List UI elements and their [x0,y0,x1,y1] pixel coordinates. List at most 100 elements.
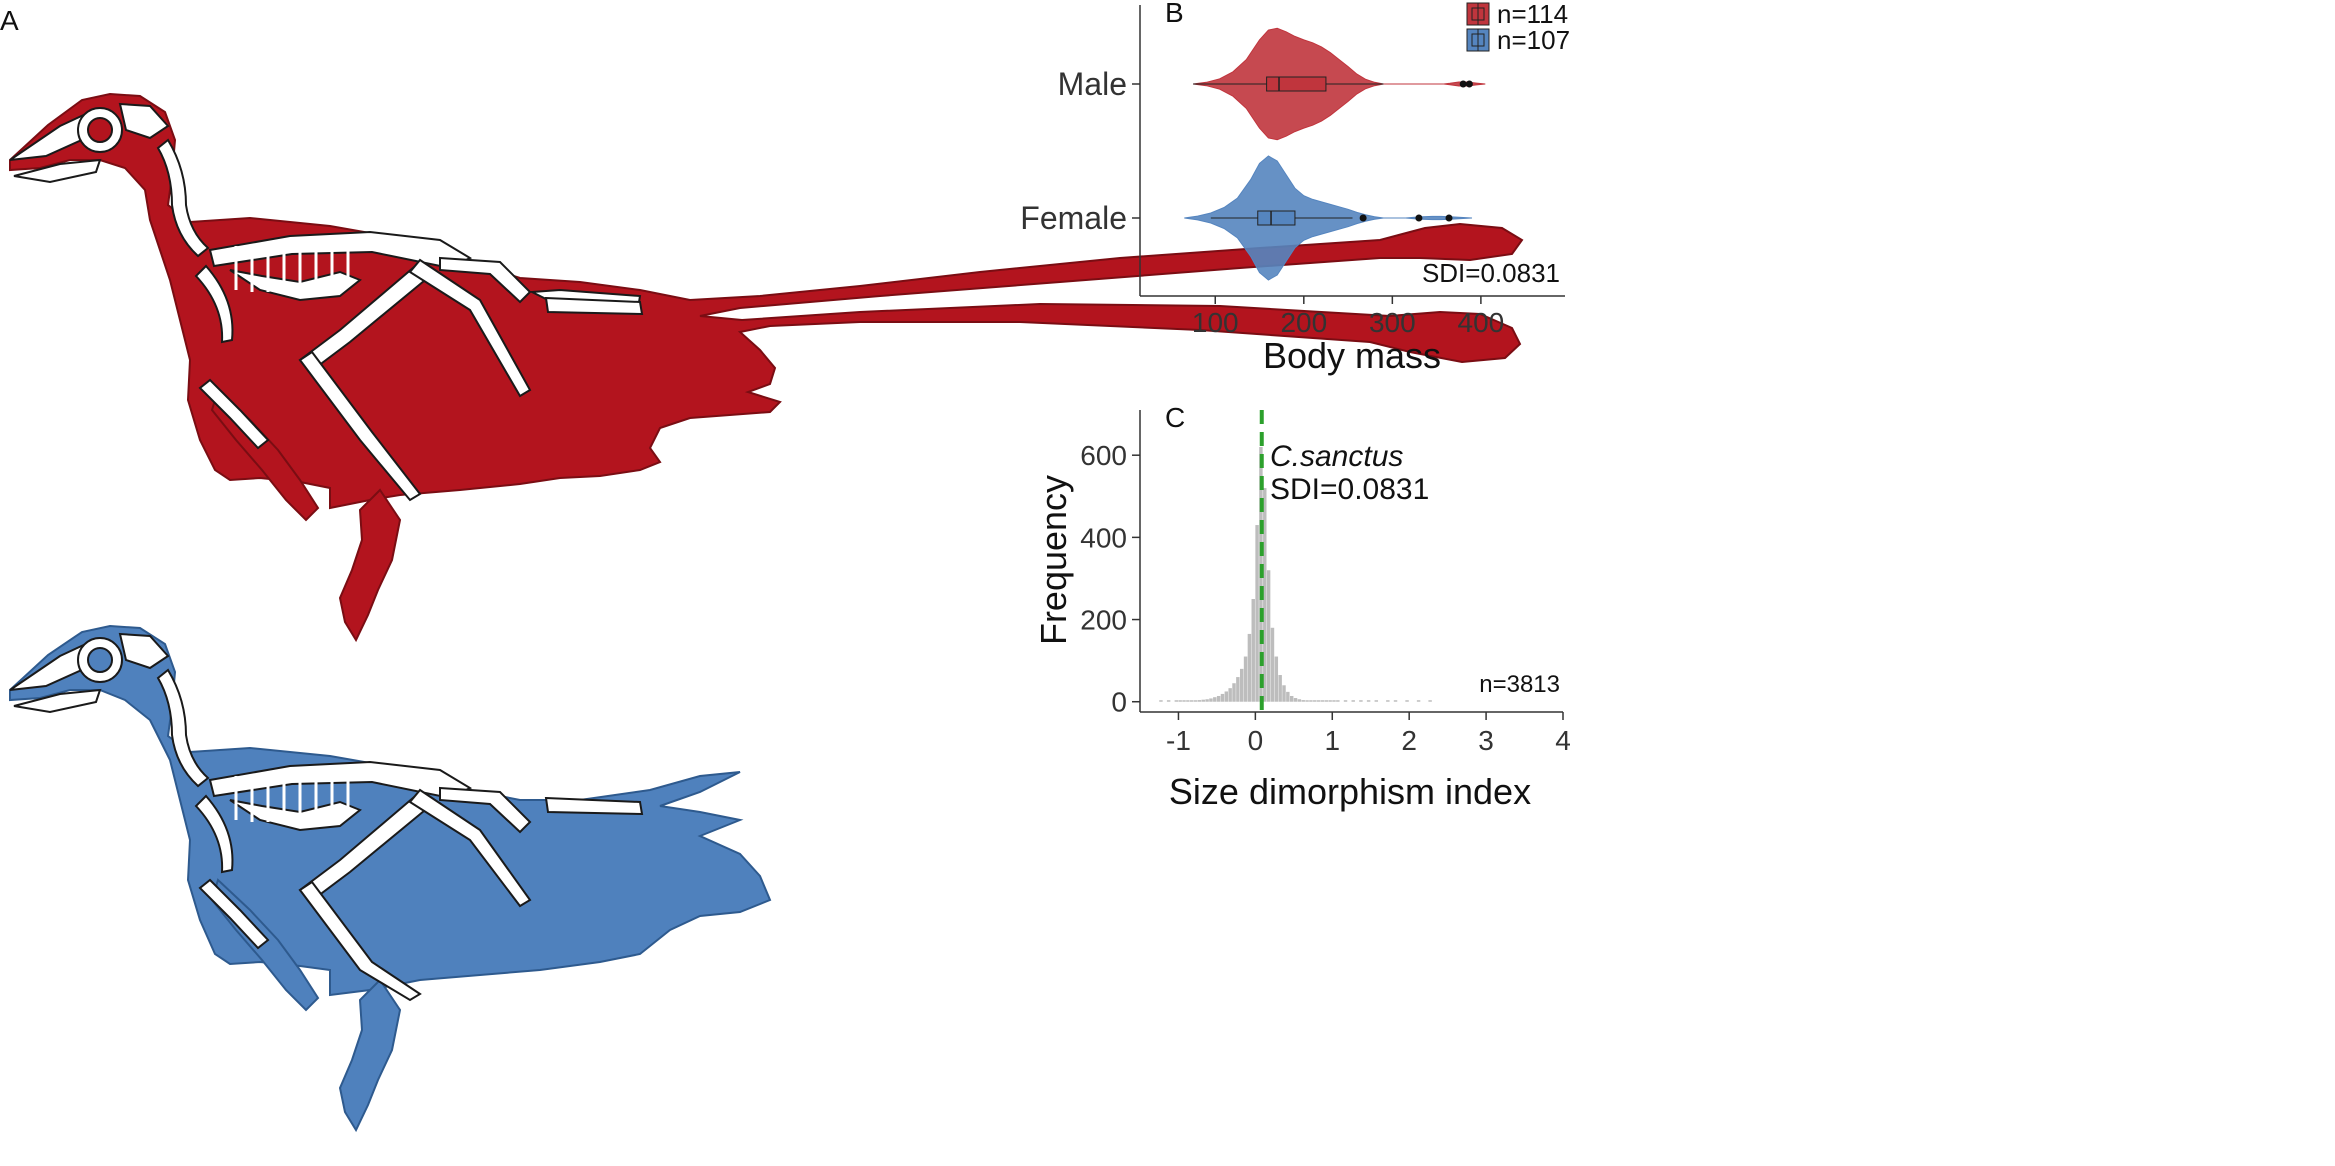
c-bar [1205,699,1209,702]
b-outlier-point [1415,214,1423,222]
c-bar [1309,700,1313,702]
c-bar [1320,700,1325,702]
c-y-tick-label: 0 [1111,687,1127,718]
c-bar [1324,700,1329,702]
female-foot [338,978,402,1133]
c-bar [1239,668,1244,702]
c-bar [1201,699,1205,702]
c-bar [1328,700,1332,702]
male-bones [9,102,644,502]
c-bar [1386,700,1390,702]
c-bar [1197,700,1202,702]
c-bar [1343,700,1348,702]
c-y-tick-label: 400 [1080,522,1127,553]
c-x-axis-title: Size dimorphism index [1169,771,1531,812]
c-bar [1301,700,1305,702]
female-bones [9,632,644,1002]
b-outlier-point [1459,80,1467,88]
b-outlier-point [1445,214,1453,222]
c-bar [1305,700,1309,702]
c-y-tick-label: 200 [1080,605,1127,636]
c-bar [1405,700,1409,702]
panel-c-label: C [1165,402,1185,433]
c-y-tick-label: 600 [1080,440,1127,471]
c-x-tick-label: 2 [1401,725,1417,756]
b-x-ticks: 100 200 300 400 [1192,296,1504,338]
c-count-label: n=3813 [1479,671,1560,698]
c-bar [1266,570,1271,702]
c-bar [1278,675,1282,702]
c-sdi-annotation: SDI=0.0831 [1270,473,1429,506]
c-bar [1224,691,1229,702]
c-bar [1263,488,1267,702]
c-bar [1393,700,1398,702]
c-ticks: -1 0 1 2 3 4 0 200 400 600 [1080,440,1571,756]
c-bar [1416,700,1421,702]
c-bar [1186,700,1190,702]
c-bar [1332,700,1336,702]
male-ribs [234,238,350,294]
c-bar [1293,698,1298,702]
panel-a: A [0,5,1524,1133]
c-bar [1428,700,1432,702]
b-outlier-point [1359,214,1367,222]
b-box-female [1257,210,1296,226]
male-body-silhouette [9,92,1524,510]
c-bar [1189,700,1194,702]
c-bar [1174,700,1179,702]
c-bar [1236,677,1240,702]
b-x-axis-title: Body mass [1263,335,1441,376]
c-bar [1209,698,1213,702]
c-bar [1374,700,1379,702]
c-bar [1159,700,1163,702]
b-violins [1184,27,1486,281]
c-bar [1270,627,1275,702]
c-bar [1351,700,1355,702]
b-x-tick-label: 400 [1458,307,1505,338]
c-x-tick-label: 4 [1555,725,1571,756]
b-outlier-point [1465,80,1473,88]
c-bar [1313,700,1317,702]
b-x-tick-label: 100 [1192,307,1239,338]
c-bar [1366,700,1371,702]
c-bars [1159,446,1432,702]
c-bar [1216,695,1221,702]
c-bar [1359,700,1363,702]
c-bar [1297,699,1302,702]
c-bar [1182,700,1186,702]
b-x-tick-label: 200 [1280,307,1327,338]
male-skeleton-illustration [9,92,1524,643]
female-ribs [234,768,350,824]
female-body-silhouette [9,624,772,997]
panel-a-label: A [0,5,19,36]
c-bar [1166,700,1171,702]
b-x-tick-label: 300 [1369,307,1416,338]
c-x-tick-label: 3 [1478,725,1494,756]
c-bar [1336,700,1340,702]
c-bar [1289,695,1294,702]
c-bar [1255,525,1259,702]
c-bar [1247,633,1252,702]
female-skeleton-illustration [9,624,772,1133]
c-bar [1228,688,1232,702]
b-category-labels: Male Female [1020,66,1140,236]
c-bar [1193,700,1198,702]
b-box-male [1266,76,1327,92]
c-bar [1282,685,1286,702]
c-bar [1251,599,1255,702]
b-category-label: Male [1058,66,1127,102]
c-species-annotation: C.sanctus [1270,440,1403,473]
panel-c-histogram: C -1 0 1 2 3 4 0 200 400 600 C.sanctus SDI=0.0831… [1033,402,1571,812]
b-legend-label: n=114 [1497,0,1568,29]
c-bar [1274,656,1279,702]
c-x-tick-label: -1 [1166,725,1191,756]
c-y-axis-title: Frequency [1033,475,1074,645]
c-bar [1178,700,1182,702]
c-x-tick-label: 1 [1324,725,1340,756]
b-legend-label: n=107 [1497,25,1570,55]
c-bar [1232,683,1236,702]
b-sdi-annotation: SDI=0.0831 [1422,258,1560,288]
